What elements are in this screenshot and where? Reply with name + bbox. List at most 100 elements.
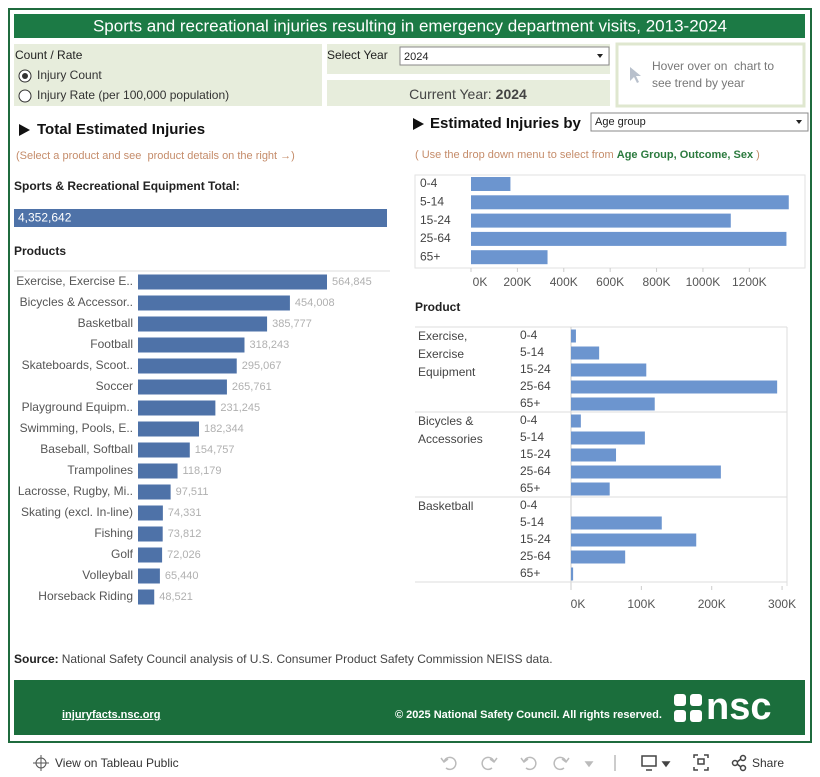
current-year-box [327, 80, 610, 106]
cursor-icon [630, 67, 641, 83]
category-label: Lacrosse, Rugby, Mi.. [18, 484, 133, 498]
bar[interactable] [571, 516, 662, 530]
category-label: Golf [111, 547, 134, 561]
value-label: 97,511 [176, 486, 209, 498]
category-label: Baseball, Softball [40, 442, 133, 456]
bar[interactable] [138, 400, 216, 416]
bar[interactable] [138, 484, 171, 500]
bar[interactable] [138, 505, 163, 521]
bar[interactable] [571, 465, 721, 479]
products-label: Products [14, 244, 66, 258]
bar[interactable] [571, 363, 647, 377]
value-label: 454,008 [295, 297, 335, 309]
category-label: Bicycles & Accessor.. [20, 295, 133, 309]
category-label: Soccer [96, 379, 133, 393]
logo-text: nsc [706, 686, 771, 728]
bar[interactable] [571, 550, 626, 564]
category-label: 15-24 [520, 532, 551, 546]
source-label: Source: [14, 652, 59, 666]
hint-options: Age Group, Outcome, Sex [617, 149, 754, 161]
category-label: 5-14 [520, 515, 544, 529]
left-hint: (Select a product and see product detail… [16, 150, 295, 162]
value-label: 231,245 [220, 402, 260, 414]
category-label: Swimming, Pools, E.. [20, 421, 133, 435]
radio-button[interactable] [18, 89, 32, 103]
value-label: 564,845 [332, 276, 372, 288]
bar[interactable] [14, 209, 387, 227]
bar[interactable] [138, 379, 227, 395]
x-tick-label: 800K [643, 275, 671, 289]
category-label: Playground Equipm.. [22, 400, 133, 414]
bar[interactable] [138, 547, 163, 563]
category-label: 25-64 [520, 379, 551, 393]
bar[interactable] [471, 195, 789, 210]
bar[interactable] [138, 295, 290, 311]
hover-note: Hover over on chart to see trend by year [652, 59, 778, 90]
bar[interactable] [571, 431, 645, 445]
bar[interactable] [138, 526, 163, 542]
bar[interactable] [138, 568, 160, 584]
bar[interactable] [571, 482, 610, 496]
value-label: 118,179 [183, 465, 222, 477]
bar[interactable] [471, 213, 731, 228]
product-label: Product [415, 300, 460, 314]
category-label: 25-64 [520, 464, 551, 478]
bar[interactable] [138, 337, 245, 353]
category-label: 0-4 [520, 498, 538, 512]
category-label: 5-14 [520, 345, 544, 359]
value-label: 154,757 [195, 444, 235, 456]
bar[interactable] [571, 448, 617, 462]
bar[interactable] [571, 397, 655, 411]
category-label: 65+ [420, 249, 440, 263]
bar[interactable] [571, 329, 576, 343]
value-label: 4,352,642 [18, 211, 72, 225]
category-label: Skateboards, Scoot.. [22, 358, 133, 372]
measure-label: Count / Rate [15, 48, 83, 62]
bar[interactable] [471, 231, 787, 246]
bar[interactable] [138, 358, 237, 374]
category-label: 65+ [520, 396, 540, 410]
expand-triangle[interactable] [19, 124, 30, 136]
bar[interactable] [138, 274, 327, 290]
radio-group: Injury Count Injury Rate (per 100,000 pop… [18, 68, 229, 103]
value-label: 295,067 [242, 360, 282, 372]
year-dropdown[interactable] [399, 46, 610, 66]
x-tick-label: 400K [550, 275, 578, 289]
bar[interactable] [138, 463, 178, 479]
value-label: 182,344 [204, 423, 244, 435]
toolbar-icon [33, 755, 49, 771]
view-link[interactable]: View on Tableau Public [55, 756, 179, 770]
source-text: National Safety Council analysis of U.S.… [62, 652, 553, 666]
bar[interactable] [471, 250, 548, 265]
expand-triangle[interactable] [413, 118, 424, 130]
bar[interactable] [571, 346, 600, 360]
bar[interactable] [571, 380, 778, 394]
value-label: 73,812 [168, 528, 202, 540]
value-label: 74,331 [168, 507, 202, 519]
bar[interactable] [571, 533, 697, 547]
value-label: 65,440 [165, 570, 199, 582]
bar[interactable] [471, 177, 511, 191]
breakdown-value: Age group [595, 116, 646, 128]
radio-dot [22, 73, 28, 79]
breakdown-dropdown[interactable] [590, 112, 809, 132]
dropdown-arrow [796, 120, 802, 124]
bar[interactable] [138, 589, 155, 605]
left-title: Total Estimated Injuries [37, 121, 205, 138]
category-label: 5-14 [520, 430, 544, 444]
bar[interactable] [571, 567, 574, 581]
bar[interactable] [138, 316, 268, 332]
category-label: 15-24 [520, 447, 551, 461]
bar[interactable] [138, 442, 190, 458]
share-link[interactable]: Share [752, 756, 784, 770]
footer-bar [14, 680, 805, 735]
toolbar-icons[interactable] [641, 754, 747, 772]
footer-link[interactable]: injuryfacts.nsc.org [62, 709, 160, 721]
product-name-box: Exercise, Exercise Equipment [418, 329, 475, 379]
value-label: 48,521 [159, 591, 193, 603]
value-label: 265,761 [232, 381, 272, 393]
bar[interactable] [571, 414, 581, 428]
value-label: 72,026 [167, 549, 201, 561]
product-name-box: Basketball [418, 499, 473, 513]
bar[interactable] [138, 421, 200, 437]
